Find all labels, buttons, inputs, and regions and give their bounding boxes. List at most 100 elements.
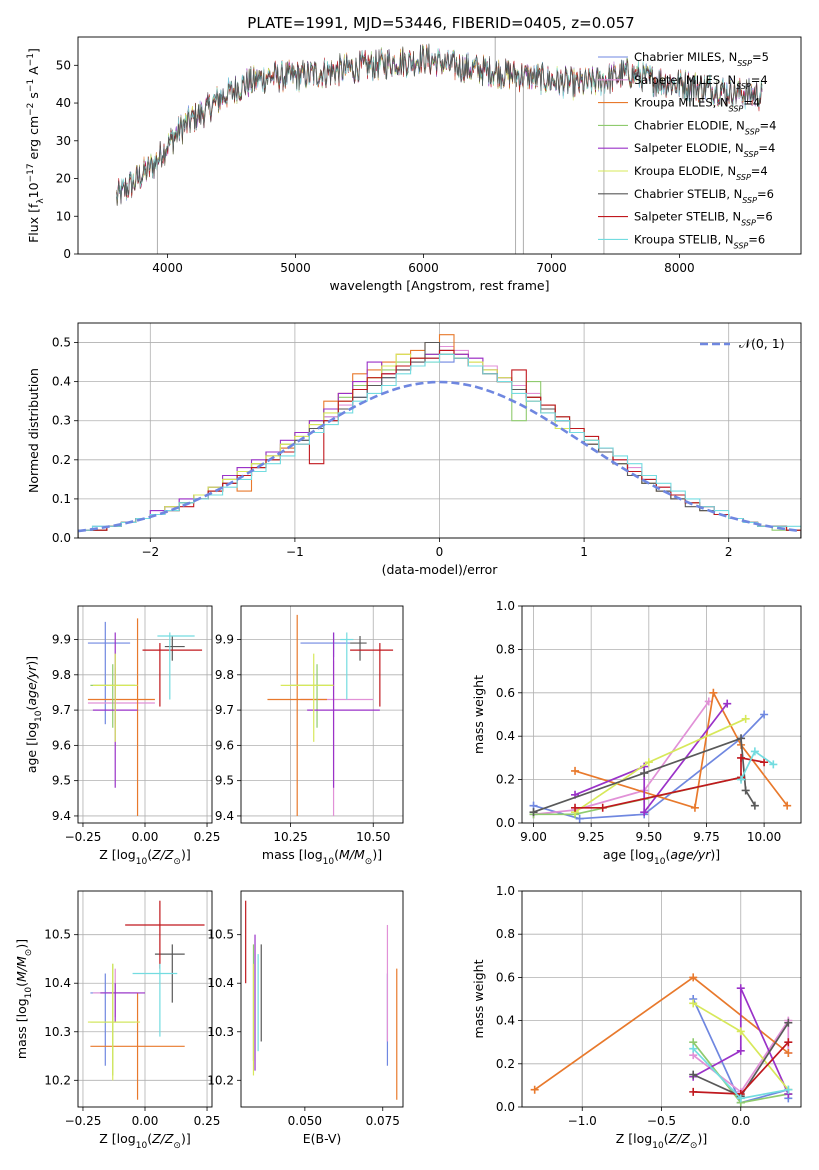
weight-marker	[529, 808, 538, 817]
x-tick-label: 0.075	[366, 1114, 400, 1128]
weight-marker	[598, 803, 607, 812]
y-axis-label: age [log10(age/yr)]	[24, 656, 44, 773]
x-tick-label: 9.25	[578, 830, 605, 844]
x-tick-label: 7000	[536, 261, 567, 275]
weight-marker	[784, 1085, 793, 1094]
y-tick-label: 0.6	[496, 970, 515, 984]
weight-series-line	[692, 987, 790, 1095]
legend-label: Chabrier ELODIE, NSSP=4	[634, 118, 776, 136]
x-tick-label: 0.25	[194, 830, 221, 844]
x-tick-label: 0.25	[194, 1114, 221, 1128]
x-axis-label: wavelength [Angstrom, rest frame]	[329, 278, 549, 293]
y-tick-label: 1.0	[496, 599, 515, 613]
figure-title: PLATE=1991, MJD=53446, FIBERID=0405, z=0…	[247, 14, 634, 32]
x-tick-label: −1.0	[568, 1114, 597, 1128]
y-tick-label: 0.4	[496, 729, 515, 743]
x-tick-label: 0.0	[731, 1114, 750, 1128]
residuals-legend: 𝒩(0, 1)	[700, 336, 785, 351]
x-axis-label: Z [log10(Z/Z⊙)]	[616, 1131, 707, 1151]
y-tick-label: 0.0	[52, 531, 71, 545]
y-axis-label: Normed distribution	[26, 368, 41, 493]
weight-marker	[689, 999, 698, 1008]
weight-marker	[690, 803, 699, 812]
age_vs_mass-plot	[267, 614, 394, 816]
weight-marker	[571, 766, 580, 775]
y-tick-label: 9.9	[215, 633, 234, 647]
weight-marker	[689, 1044, 698, 1053]
y-tick-label: 9.4	[215, 809, 234, 823]
x-tick-label: 10.50	[356, 830, 390, 844]
mass_vs_Z-axes: −0.25 0.00 0.25 10.2 10.3 10.4 10.5 Z [log10(Z/…	[14, 891, 220, 1151]
x-axis-label: E(B-V)	[303, 1131, 342, 1146]
weight-marker	[571, 803, 580, 812]
axes-frame	[240, 605, 404, 824]
weight-marker	[737, 734, 746, 743]
mass_vs_EBV-axes: 0.050 0.075 10.2 10.3 10.4 10.5 E(B-V)	[207, 928, 400, 1146]
legend-label: Kroupa ELODIE, NSSP=4	[634, 164, 768, 182]
y-tick-label: 9.5	[215, 774, 234, 788]
axes-frame	[77, 605, 213, 824]
y-axis-label: Flux [fλ10−17 erg cm−2 s−1 A−1]	[26, 48, 46, 243]
weight-marker	[575, 814, 584, 823]
x-axis-label: age [log10(age/yr)]	[603, 847, 720, 867]
weight-marker	[783, 801, 792, 810]
weight-marker	[736, 984, 745, 993]
x-tick-label: 10.00	[747, 830, 781, 844]
weight-marker	[737, 775, 746, 784]
x-tick-label: −0.25	[65, 1114, 102, 1128]
weight-marker	[784, 1049, 793, 1057]
axes-frame	[77, 890, 213, 1108]
y-tick-label: 9.4	[52, 809, 71, 823]
y-tick-label: 9.7	[215, 703, 234, 717]
weight-series-line	[574, 718, 747, 813]
x-tick-label: 2	[725, 545, 733, 559]
y-tick-label: 0.6	[496, 686, 515, 700]
legend-label: 𝒩(0, 1)	[739, 336, 785, 351]
y-axis-label: mass weight	[471, 675, 486, 754]
x-tick-label: 0.050	[288, 1114, 322, 1128]
axes-frame	[521, 890, 802, 1108]
y-tick-label: 9.9	[52, 633, 71, 647]
weight_vs_Z-plot	[530, 973, 793, 1107]
x-tick-label: 0.00	[132, 1114, 159, 1128]
y-tick-label: 30	[56, 134, 71, 148]
y-tick-label: 0.8	[496, 642, 515, 656]
y-tick-label: 0.5	[52, 336, 71, 350]
y-tick-label: 9.8	[215, 668, 234, 682]
weight_vs_age-axes: 9.00 9.25 9.50 9.75 10.00 0.0 0.2 0.4 0.6 0.8 1.0 a…	[471, 599, 801, 867]
x-axis-label: (data-model)/error	[382, 562, 499, 577]
y-tick-label: 0.8	[496, 927, 515, 941]
y-axis-label: mass [log10(M/M⊙)]	[14, 939, 34, 1059]
x-tick-label: 10.25	[273, 830, 307, 844]
x-axis-label: Z [log10(Z/Z⊙)]	[99, 1131, 190, 1151]
age_vs_Z-plot	[87, 618, 203, 816]
weight_vs_age-plot	[529, 688, 792, 823]
y-tick-label: 10.4	[207, 976, 234, 990]
x-tick-label: 6000	[408, 261, 439, 275]
weight-marker	[760, 710, 769, 719]
x-tick-label: 8000	[664, 261, 695, 275]
gaussian-curve	[78, 380, 801, 533]
y-tick-label: 0.4	[52, 375, 71, 389]
y-tick-label: 0.2	[496, 773, 515, 787]
x-tick-label: 0.00	[132, 830, 159, 844]
x-tick-label: −2	[141, 545, 159, 559]
y-tick-label: 10.2	[44, 1073, 71, 1087]
age_vs_mass-axes: 10.25 10.50 9.4 9.5 9.6 9.7 9.8 9.9 mass [log10(…	[215, 606, 403, 867]
y-tick-label: 40	[56, 96, 71, 110]
y-tick-label: 0.3	[52, 414, 71, 428]
weight-marker	[723, 699, 732, 708]
y-tick-label: 0	[63, 247, 71, 261]
weight-marker	[689, 1087, 698, 1096]
y-tick-label: 10.2	[207, 1073, 234, 1087]
weight-marker	[736, 1046, 745, 1055]
legend-label: Chabrier STELIB, NSSP=6	[634, 187, 774, 205]
weight-marker	[640, 769, 649, 778]
y-tick-label: 20	[56, 172, 71, 186]
age_vs_Z-axes: −0.25 0.00 0.25 9.4 9.5 9.6 9.7 9.8 9.9 Z [log10(…	[24, 606, 220, 867]
y-tick-label: 9.5	[52, 774, 71, 788]
y-tick-label: 50	[56, 58, 71, 72]
y-tick-label: 0.1	[52, 492, 71, 506]
x-tick-label: −1	[286, 545, 304, 559]
